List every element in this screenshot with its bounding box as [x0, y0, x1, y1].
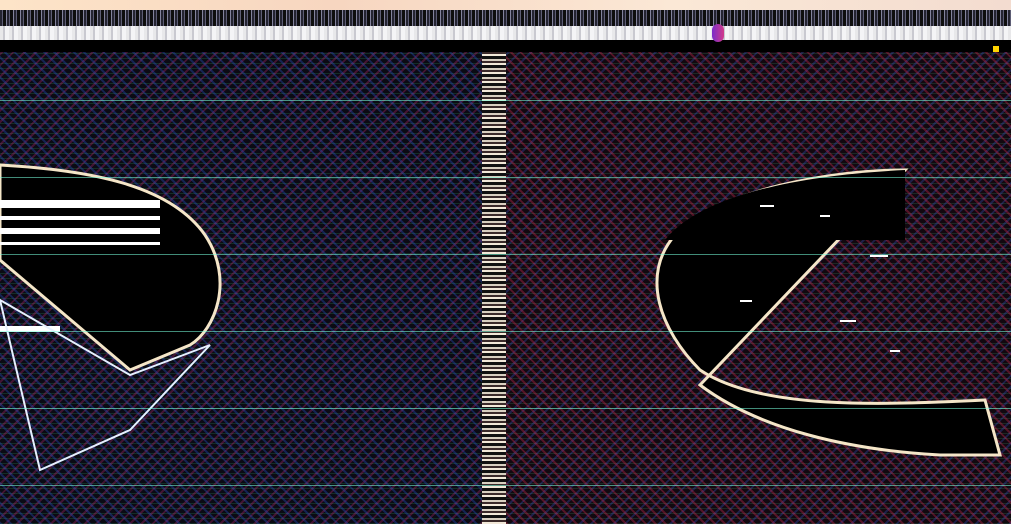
marker-icon [993, 46, 999, 56]
left-dark-shape [0, 163, 222, 372]
top-strip [0, 0, 1011, 10]
toolbar-band [0, 10, 1011, 26]
scroll-thumb-icon[interactable] [712, 24, 724, 42]
horizontal-scrollbar[interactable] [0, 26, 1011, 40]
right-upper-rim [665, 170, 905, 240]
